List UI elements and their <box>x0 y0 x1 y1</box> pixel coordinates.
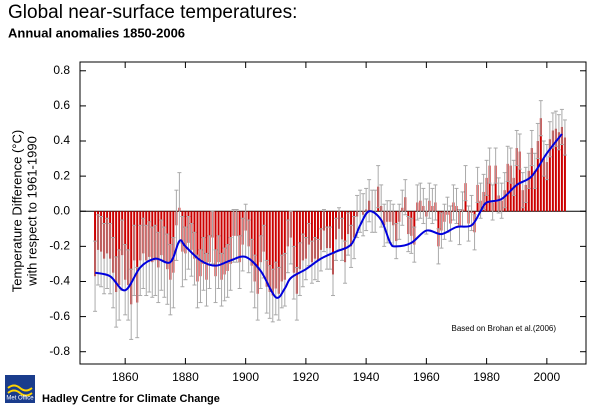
bar <box>554 128 557 212</box>
y-tick-label: 0.6 <box>53 98 70 112</box>
bar <box>560 126 563 212</box>
bar <box>214 211 217 277</box>
bar <box>527 170 530 212</box>
bar <box>551 130 554 212</box>
bar <box>118 211 121 285</box>
bar <box>199 211 202 277</box>
y-tick-label: 0.2 <box>53 168 70 182</box>
bar <box>283 211 286 280</box>
chart-subtitle: Annual anomalies 1850-2006 <box>8 25 185 40</box>
bar <box>548 139 551 212</box>
y-tick-label: -0.8 <box>49 344 70 358</box>
bar <box>494 165 497 212</box>
bar <box>280 211 283 282</box>
bar <box>136 211 139 303</box>
bar <box>256 211 259 294</box>
bar <box>271 211 274 296</box>
bar <box>295 211 298 294</box>
bar <box>115 211 118 293</box>
bar <box>557 132 560 212</box>
bar <box>563 137 566 212</box>
y-axis-label: Temperature Difference (°C) <box>9 130 24 292</box>
bar <box>545 162 548 212</box>
bar <box>533 170 536 212</box>
bar <box>220 211 223 280</box>
x-tick-label: 1980 <box>473 370 500 384</box>
x-tick-label: 1940 <box>353 370 380 384</box>
bar <box>536 141 539 212</box>
x-tick-label: 1860 <box>112 370 139 384</box>
bar <box>205 211 208 280</box>
x-tick-label: 2000 <box>533 370 560 384</box>
y-tick-label: 0.0 <box>53 203 70 217</box>
bar <box>226 211 229 271</box>
bar <box>265 211 268 287</box>
bar <box>509 165 512 212</box>
bar <box>292 211 295 273</box>
y-tick-label: 0.4 <box>53 133 70 147</box>
y-tick-label: -0.6 <box>49 309 70 323</box>
logo-text: Met Office <box>6 396 34 402</box>
bar <box>316 211 319 261</box>
bar <box>518 151 521 212</box>
plot-frame <box>79 61 587 365</box>
bar <box>313 211 316 259</box>
y-axis-label: with respect to 1961-1990 <box>24 136 39 287</box>
x-tick-label: 1880 <box>172 370 199 384</box>
x-tick-label: 1960 <box>413 370 440 384</box>
smoothed-line <box>94 133 563 299</box>
bar <box>304 211 307 259</box>
footer: Hadley Centre for Climate Change <box>42 393 220 405</box>
bar <box>196 211 199 282</box>
bar <box>542 158 545 212</box>
chart-title: Global near-surface temperatures: <box>8 2 297 23</box>
y-tick-label: -0.4 <box>49 274 70 288</box>
bar <box>310 211 313 263</box>
bar <box>127 211 130 285</box>
bar <box>530 148 533 212</box>
bar <box>344 211 347 263</box>
bar <box>488 165 491 212</box>
y-tick-label: 0.8 <box>53 63 70 77</box>
bar <box>506 163 509 212</box>
bar <box>268 211 271 293</box>
bar <box>253 211 256 282</box>
bar <box>515 148 518 212</box>
bar <box>250 211 253 266</box>
logo-wave <box>7 384 33 397</box>
y-tick-label: -0.2 <box>49 239 70 253</box>
bar <box>298 211 301 270</box>
bar <box>332 211 334 275</box>
bar <box>274 211 277 289</box>
bar <box>223 211 226 275</box>
bar <box>277 211 280 294</box>
x-tick-label: 1920 <box>293 370 320 384</box>
bar <box>130 211 133 305</box>
annotation: Based on Brohan et al.(2006) <box>451 324 556 333</box>
x-tick-label: 1900 <box>232 370 259 384</box>
